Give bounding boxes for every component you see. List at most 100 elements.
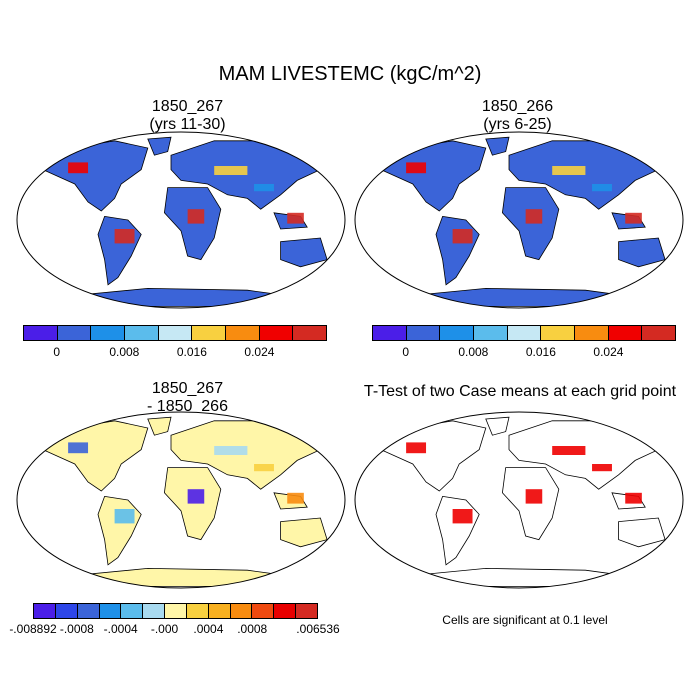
- continent-outline: [485, 136, 510, 156]
- panel-title-top-left: 1850_267 (yrs 11-30): [25, 98, 350, 134]
- continent-outline: [147, 136, 172, 156]
- panel-title-bottom-right: T-Test of two Case means at each grid po…: [363, 383, 677, 400]
- colorbar-swatch: [226, 326, 260, 340]
- data-patch: [525, 209, 543, 224]
- data-patch: [114, 509, 135, 524]
- colorbar-swatch: [230, 604, 253, 618]
- map-top-right: [354, 131, 684, 309]
- panel-title-line2: - 1850_266: [147, 398, 228, 415]
- continent-outline: [163, 187, 222, 261]
- colorbar-tick-label: 0.008: [458, 345, 489, 359]
- colorbar-swatch: [208, 604, 231, 618]
- colorbar-top-right: [372, 325, 676, 341]
- colorbar-swatch: [55, 604, 78, 618]
- colorbar-swatch: [192, 326, 227, 340]
- continent-outline: [618, 237, 666, 268]
- panel-title-line1: 1850_266: [481, 98, 554, 115]
- colorbar-swatch: [440, 326, 475, 340]
- continent-outline: [280, 517, 328, 548]
- colorbar-top-left: [23, 325, 327, 341]
- colorbar-tick-label: 0.024: [244, 345, 275, 359]
- data-patch: [68, 162, 89, 174]
- data-patch: [452, 229, 473, 244]
- continent-outline: [280, 237, 328, 268]
- colorbar-swatch: [57, 326, 92, 340]
- colorbar-swatch: [373, 326, 407, 340]
- colorbar-tick-label: -.0008: [59, 622, 94, 636]
- colorbar-tick-label: 0: [53, 345, 61, 359]
- data-patch: [592, 184, 612, 192]
- data-patch: [552, 446, 586, 455]
- colorbar-swatch: [575, 326, 609, 340]
- continent-outline: [501, 467, 560, 541]
- data-patch: [214, 166, 248, 175]
- colorbar-swatch: [24, 326, 58, 340]
- map-bottom-right: [354, 411, 684, 589]
- colorbar-tick-label: .0004: [193, 622, 224, 636]
- colorbar-tick-label: .0008: [237, 622, 268, 636]
- data-patch: [625, 492, 642, 504]
- panel-title-line1: 1850_267: [151, 98, 224, 115]
- data-patch: [68, 442, 89, 454]
- data-patch: [592, 464, 612, 472]
- colorbar-swatch: [274, 604, 297, 618]
- colorbar-tick-label: 0.008: [109, 345, 140, 359]
- map-bottom-left: [16, 411, 346, 589]
- colorbar-tick-label: 0.024: [593, 345, 624, 359]
- figure-title: MAM LIVESTEMC (kgC/m^2): [218, 63, 482, 85]
- colorbar-swatch: [474, 326, 508, 340]
- panel-title-bottom-left: 1850_267 - 1850_266: [25, 380, 350, 416]
- colorbar-swatch: [121, 604, 144, 618]
- continent-outline: [501, 187, 560, 261]
- continent-outline: [147, 416, 172, 436]
- data-patch: [187, 489, 205, 504]
- colorbar-swatch: [293, 326, 327, 340]
- colorbar-tick-label: 0.016: [525, 345, 556, 359]
- map-border: [16, 411, 346, 589]
- colorbar-tick-label: 0.016: [176, 345, 207, 359]
- panel-title-line2: (yrs 11-30): [149, 116, 226, 133]
- panel-title-line2: (yrs 6-25): [483, 116, 552, 133]
- colorbar-swatch: [296, 604, 317, 618]
- data-patch: [287, 492, 304, 504]
- colorbar-bottom-left: [33, 603, 318, 619]
- map-border: [354, 411, 684, 589]
- data-patch: [214, 446, 248, 455]
- continent-outline: [618, 517, 666, 548]
- data-patch: [452, 509, 473, 524]
- colorbar-swatch: [99, 604, 122, 618]
- colorbar-ticks-top-left: 0 0.008 0.016 0.024: [23, 345, 327, 361]
- colorbar-swatch: [406, 326, 441, 340]
- data-patch: [114, 229, 135, 244]
- data-patch: [254, 464, 274, 472]
- data-patch: [406, 442, 427, 454]
- colorbar-swatch: [608, 326, 643, 340]
- continent-outline: [485, 416, 510, 436]
- panel-title-line1: 1850_267: [151, 380, 224, 397]
- colorbar-swatch: [252, 604, 275, 618]
- map-top-left: [16, 131, 346, 309]
- significance-note: Cells are significant at 0.1 level: [442, 613, 608, 627]
- data-patch: [287, 212, 304, 224]
- colorbar-tick-label: -.008892: [9, 622, 57, 636]
- colorbar-swatch: [77, 604, 100, 618]
- data-patch: [187, 209, 205, 224]
- colorbar-tick-label: .006536: [296, 622, 340, 636]
- colorbar-tick-label: 0: [402, 345, 410, 359]
- data-patch: [406, 162, 427, 174]
- colorbar-swatch: [158, 326, 193, 340]
- colorbar-swatch: [541, 326, 576, 340]
- colorbar-swatch: [259, 326, 294, 340]
- data-patch: [254, 184, 274, 192]
- panel-title-top-right: 1850_266 (yrs 6-25): [350, 98, 685, 134]
- data-patch: [525, 489, 543, 504]
- colorbar-swatch: [91, 326, 126, 340]
- colorbar-swatch: [143, 604, 166, 618]
- continent-outline: [163, 467, 222, 541]
- colorbar-swatch: [642, 326, 676, 340]
- colorbar-ticks-top-right: 0 0.008 0.016 0.024: [372, 345, 676, 361]
- colorbar-swatch: [507, 326, 542, 340]
- colorbar-swatch: [34, 604, 56, 618]
- colorbar-swatch: [125, 326, 159, 340]
- colorbar-tick-label: -.0004: [103, 622, 138, 636]
